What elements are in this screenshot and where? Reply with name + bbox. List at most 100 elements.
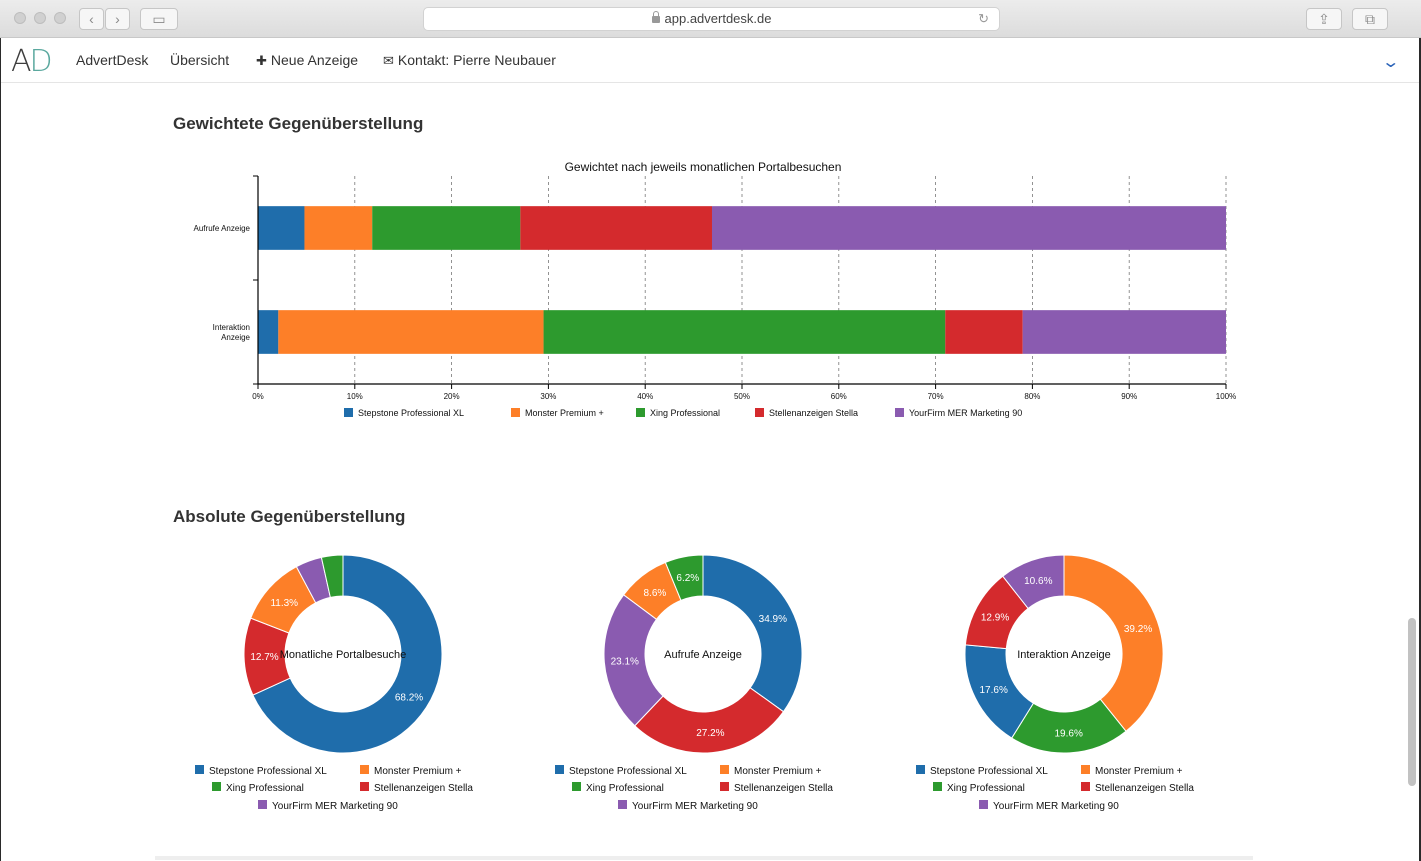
donut-center-label: Aufrufe Anzeige: [664, 649, 742, 661]
logo-letter-d: D: [29, 44, 53, 79]
donut-slice[interactable]: [964, 575, 1029, 650]
slice-value-label: 8.6%: [643, 588, 666, 599]
window-border: [1419, 38, 1421, 861]
legend-swatch: [1081, 765, 1090, 774]
donut-slice[interactable]: [634, 687, 785, 754]
legend-swatch: [212, 782, 221, 791]
x-tick-label: 80%: [1024, 392, 1040, 401]
legend-swatch: [618, 800, 627, 809]
donut-slice[interactable]: [252, 554, 443, 754]
nav-new-ad-link[interactable]: ✚ Neue Anzeige: [256, 52, 358, 69]
share-icon[interactable]: ⇪: [1306, 8, 1342, 30]
bar-segment[interactable]: [258, 206, 305, 250]
weighted-section-title: Gewichtete Gegenüberstellung: [173, 114, 424, 133]
legend-swatch: [933, 782, 942, 791]
legend-swatch: [636, 408, 645, 417]
nav-brand-link[interactable]: AdvertDesk: [76, 52, 149, 68]
legend-swatch: [511, 408, 520, 417]
bar-segment[interactable]: [711, 206, 1226, 250]
slice-value-label: 39.2%: [1124, 624, 1152, 635]
bar-segment[interactable]: [372, 206, 521, 250]
legend-label: Monster Premium +: [374, 766, 462, 777]
footer-divider: [155, 856, 1253, 860]
nav-new-ad-label: Neue Anzeige: [270, 52, 359, 68]
nav-contact-link[interactable]: ✉ Kontakt: Pierre Neubauer: [383, 52, 556, 69]
legend-swatch: [979, 800, 988, 809]
legend-swatch: [258, 800, 267, 809]
donut-slice[interactable]: [1002, 554, 1065, 610]
legend-label: Stepstone Professional XL: [930, 766, 1048, 777]
donut-slice[interactable]: [664, 554, 704, 601]
legend-label: Stellenanzeigen Stella: [734, 783, 833, 794]
legend-swatch: [720, 765, 729, 774]
donut-slice[interactable]: [320, 554, 344, 598]
slice-value-label: 68.2%: [395, 692, 423, 703]
forward-button[interactable]: ›: [105, 8, 130, 30]
bar-segment[interactable]: [258, 310, 279, 354]
donut-slice[interactable]: [1063, 554, 1164, 732]
donut-center-label: Interaktion Anzeige: [1017, 649, 1111, 661]
sidebar-toggle-icon[interactable]: ▭: [140, 8, 178, 30]
legend-swatch: [344, 408, 353, 417]
legend-label: Stellenanzeigen Stella: [374, 783, 473, 794]
legend-label: Stellenanzeigen Stella: [769, 408, 858, 418]
nav-overview-link[interactable]: Übersicht: [170, 52, 230, 68]
app-navbar: AD AdvertDesk Übersicht ✚ Neue Anzeige ✉ K…: [1, 38, 1419, 83]
logo[interactable]: AD: [11, 44, 53, 79]
donut-slice[interactable]: [243, 617, 291, 696]
nav-contact-label: Kontakt: Pierre Neubauer: [397, 52, 556, 68]
plus-icon: ✚: [256, 53, 267, 68]
legend-swatch: [360, 765, 369, 774]
donut-slice[interactable]: [250, 565, 317, 634]
legend-label: Monster Premium +: [734, 766, 822, 777]
legend-label: YourFirm MER Marketing 90: [632, 801, 758, 812]
donut-slice[interactable]: [964, 644, 1035, 739]
legend-label: Xing Professional: [947, 783, 1025, 794]
legend-label: Monster Premium +: [525, 408, 604, 418]
bar-segment[interactable]: [278, 310, 544, 354]
legend-label: Xing Professional: [226, 783, 304, 794]
slice-value-label: 19.6%: [1055, 728, 1083, 739]
legend-label: Stepstone Professional XL: [358, 408, 464, 418]
donut-slice[interactable]: [1011, 698, 1127, 754]
tabs-overview-icon[interactable]: ⧉: [1352, 8, 1388, 30]
slice-value-label: 23.1%: [611, 657, 639, 668]
donut-slice[interactable]: [702, 554, 803, 713]
reload-icon[interactable]: ↻: [978, 11, 989, 26]
donut-slice[interactable]: [295, 556, 331, 604]
legend-label: YourFirm MER Marketing 90: [272, 801, 398, 812]
bar-segment[interactable]: [543, 310, 946, 354]
address-bar[interactable]: app.advertdesk.de ↻: [423, 7, 1000, 31]
legend-label: YourFirm MER Marketing 90: [909, 408, 1022, 418]
back-button[interactable]: ‹: [79, 8, 104, 30]
legend-label: Xing Professional: [650, 408, 720, 418]
x-tick-label: 40%: [637, 392, 653, 401]
legend-label: Xing Professional: [586, 783, 664, 794]
bar-segment[interactable]: [945, 310, 1023, 354]
close-window-button[interactable]: [14, 12, 26, 24]
minimize-window-button[interactable]: [34, 12, 46, 24]
browser-toolbar: ‹ › ▭ app.advertdesk.de ↻ ⇪ ⧉: [0, 0, 1421, 38]
lock-icon: [651, 11, 660, 23]
y-tick-label: Aufrufe Anzeige: [194, 224, 251, 233]
bar-segment[interactable]: [1022, 310, 1226, 354]
legend-label: Stepstone Professional XL: [209, 766, 327, 777]
bar-segment[interactable]: [304, 206, 373, 250]
window-border: [0, 38, 1, 861]
y-tick-label: Interaktion: [213, 323, 250, 332]
legend-label: Stellenanzeigen Stella: [1095, 783, 1194, 794]
scrollbar[interactable]: [1408, 618, 1416, 786]
chevron-down-icon[interactable]: ⌄: [1380, 54, 1400, 71]
bar-segment[interactable]: [520, 206, 712, 250]
legend-swatch: [720, 782, 729, 791]
legend-swatch: [755, 408, 764, 417]
slice-value-label: 6.2%: [676, 573, 699, 584]
donut-slice[interactable]: [603, 594, 664, 727]
slice-value-label: 11.3%: [270, 598, 298, 609]
donut-slice[interactable]: [622, 561, 682, 621]
x-tick-label: 100%: [1216, 392, 1236, 401]
x-tick-label: 30%: [540, 392, 556, 401]
zoom-window-button[interactable]: [54, 12, 66, 24]
x-tick-label: 70%: [928, 392, 944, 401]
slice-value-label: 17.6%: [980, 685, 1008, 696]
